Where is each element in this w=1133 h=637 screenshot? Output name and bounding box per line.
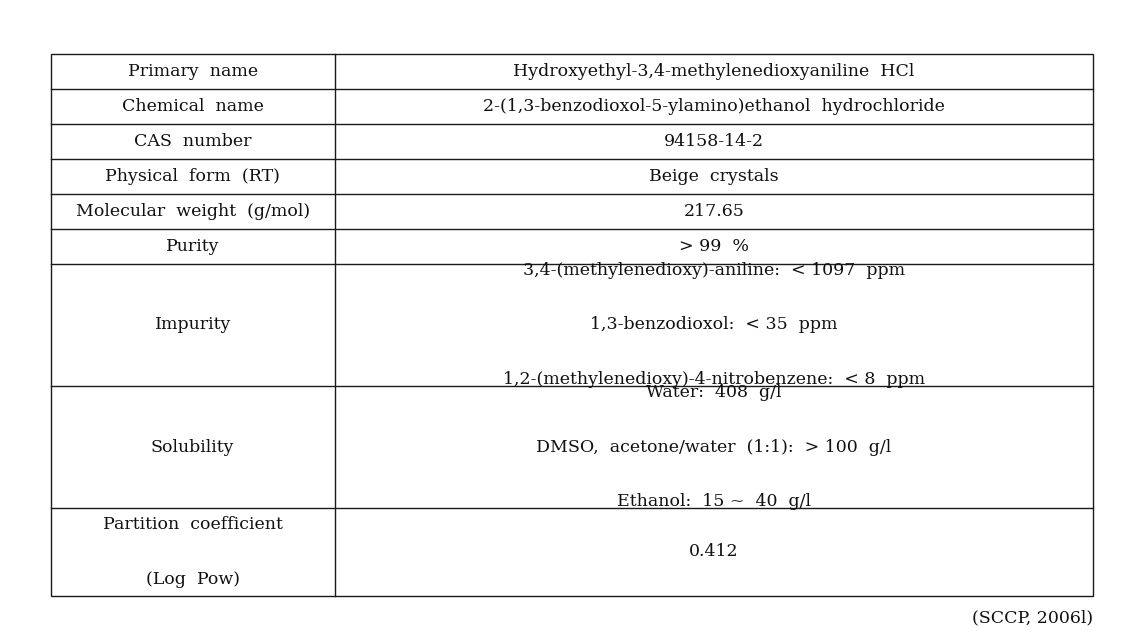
Text: Physical  form  (RT): Physical form (RT) [105, 168, 280, 185]
Text: 3,4-(methylenedioxy)-aniline:  < 1097  ppm

1,3-benzodioxol:  < 35  ppm

1,2-(me: 3,4-(methylenedioxy)-aniline: < 1097 ppm… [503, 262, 925, 388]
Text: 0.412: 0.412 [689, 543, 739, 561]
Text: Beige  crystals: Beige crystals [649, 168, 778, 185]
Text: > 99  %: > 99 % [679, 238, 749, 255]
Text: Hydroxyethyl-3,4-methylenedioxyaniline  HCl: Hydroxyethyl-3,4-methylenedioxyaniline H… [513, 63, 914, 80]
Text: Primary  name: Primary name [128, 63, 258, 80]
Text: (SCCP, 2006l): (SCCP, 2006l) [972, 610, 1093, 627]
Text: 94158-14-2: 94158-14-2 [664, 133, 764, 150]
Text: 217.65: 217.65 [683, 203, 744, 220]
Text: Impurity: Impurity [154, 317, 231, 333]
Text: Chemical  name: Chemical name [122, 98, 264, 115]
Text: CAS  number: CAS number [134, 133, 252, 150]
Text: 2-(1,3-benzodioxol-5-ylamino)ethanol  hydrochloride: 2-(1,3-benzodioxol-5-ylamino)ethanol hyd… [483, 98, 945, 115]
Text: Partition  coefficient

(Log  Pow): Partition coefficient (Log Pow) [103, 516, 282, 588]
Text: Water:  408  g/l

DMSO,  acetone/water  (1:1):  > 100  g/l

Ethanol:  15 ~  40  : Water: 408 g/l DMSO, acetone/water (1:1)… [536, 384, 892, 510]
Bar [51, 54, 1093, 596]
Text: Molecular  weight  (g/mol): Molecular weight (g/mol) [76, 203, 309, 220]
Text: Solubility: Solubility [151, 439, 235, 455]
Text: Purity: Purity [167, 238, 220, 255]
